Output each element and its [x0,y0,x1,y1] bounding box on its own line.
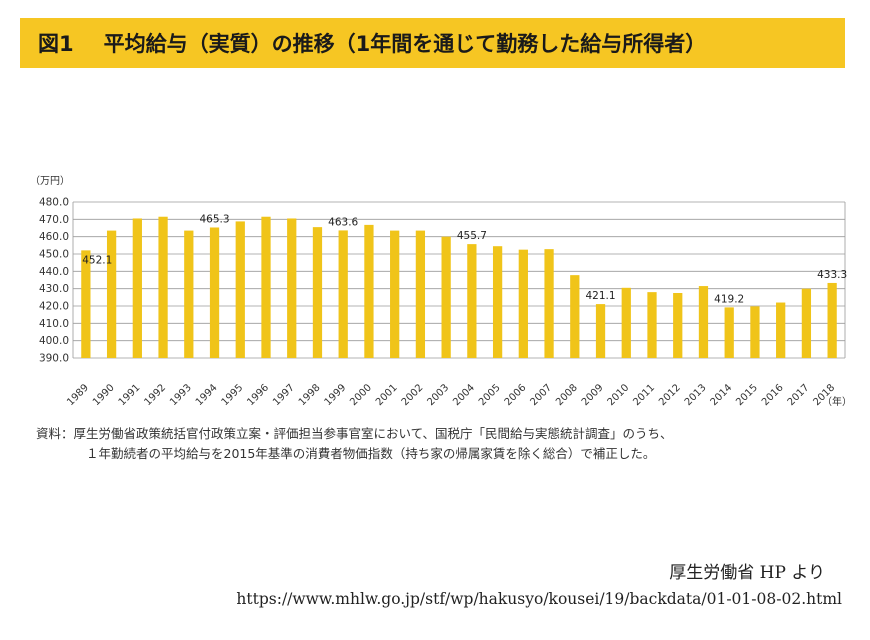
bar-1996 [261,216,271,358]
bar-2008 [570,275,580,358]
x-tick-label: 2002 [400,382,426,408]
bar-2003 [441,236,451,358]
x-tick-label: 2011 [631,382,657,408]
x-tick-label: 2000 [348,382,374,408]
data-label: 452.1 [82,254,112,266]
y-tick-label: 390.0 [39,353,69,365]
source-note: 資料：厚生労働省政策統括官付政策立案・評価担当参事官室において、国税庁「民間給与… [36,424,851,464]
y-tick-label: 400.0 [39,335,69,347]
bar-1991 [132,218,142,358]
bar-1998 [312,227,323,358]
bar-2004 [467,244,477,358]
y-tick-label: 470.0 [39,214,69,226]
x-tick-label: 1989 [65,382,91,408]
x-tick-label: 2006 [503,382,529,408]
x-tick-label: 2008 [554,382,580,408]
bar-2010 [621,287,631,358]
bar-1995 [235,221,245,358]
bar-2001 [390,230,400,358]
bar-1992 [158,216,168,358]
bar-2016 [776,302,786,358]
bar-1994 [209,227,220,358]
y-tick-label: 450.0 [39,249,69,261]
y-tick-labels: 390.0 400.0 410.0 420.0 430.0 440.0 450.0 460.0… [39,197,69,365]
bar-2018 [827,282,837,358]
source-url: https://www.mhlw.go.jp/stf/wp/hakusyo/ko… [236,590,842,608]
bar-2005 [492,246,503,358]
x-unit-label: （年） [822,395,852,408]
bar-2000 [364,224,374,358]
x-tick-label: 1996 [245,382,271,408]
figure-label: 図1 [38,32,74,56]
x-tick-label: 1990 [91,382,117,408]
bar-2012 [673,293,683,358]
bar-chart: 390.0 400.0 410.0 420.0 430.0 440.0 450.0 460.0… [30,175,852,408]
x-tick-label: 2016 [760,382,786,408]
data-label: 465.3 [200,213,230,225]
x-tick-label: 1993 [168,382,194,408]
data-labels: 452.1 465.3 463.6 455.7 421.1 419.2 433.3 [82,213,847,305]
y-unit-label: （万円） [30,175,70,187]
y-tick-label: 440.0 [39,266,69,278]
bar-2013 [698,286,709,358]
y-tick-label: 480.0 [39,197,69,209]
y-tick-label: 420.0 [39,301,69,313]
credit-text: 厚生労働省 HP より [669,563,825,583]
x-tick-label: 2009 [580,382,606,408]
y-tick-label: 410.0 [39,318,69,330]
data-label: 455.7 [457,230,487,242]
x-tick-label: 2017 [786,382,812,408]
bar-1999 [338,230,348,358]
y-tick-label: 460.0 [39,231,69,243]
x-tick-label: 1994 [194,382,220,408]
x-tick-label: 2007 [528,382,554,408]
x-tick-label: 2012 [657,382,683,408]
bar-2017 [801,288,812,358]
x-tick-label: 2015 [734,382,760,408]
x-tick-label: 2003 [425,382,451,408]
data-label: 463.6 [328,216,358,228]
x-tick-label: 1997 [271,382,297,408]
x-tick-labels: 1989 1990 1991 1992 1993 1994 1995 1996 1997 1998… [65,382,837,408]
bar-1990 [106,230,117,358]
gridlines [72,201,846,359]
figure-title: 平均給与（実質）の推移（1年間を通じて勤務した給与所得者） [103,32,707,56]
data-label: 433.3 [817,269,847,281]
x-tick-label: 1998 [297,382,323,408]
bar-2009 [595,304,606,358]
bar-1997 [287,218,297,358]
x-tick-label: 2004 [451,382,477,408]
bar-2002 [415,230,426,358]
bar-1989 [81,250,91,358]
bar-2014 [724,307,734,358]
bar-1993 [184,230,194,358]
figure-title-bar: 図1 平均給与（実質）の推移（1年間を通じて勤務した給与所得者） [20,18,845,68]
bar-2011 [647,292,657,358]
x-tick-label: 2001 [374,382,400,408]
bar-2015 [750,306,760,358]
x-tick-label: 1995 [220,382,246,408]
x-tick-label: 2014 [709,382,735,408]
x-tick-label: 1999 [323,382,349,408]
x-tick-label: 1992 [142,382,168,408]
bar-2006 [518,249,528,358]
source-note-line-2: １年勤続者の平均給与を2015年基準の消費者物価指数（持ち家の帰属家賃を除く総合… [86,446,656,461]
x-tick-label: 2013 [683,382,709,408]
data-label: 419.2 [714,293,744,305]
x-tick-label: 2005 [477,382,503,408]
x-tick-label: 2010 [606,382,632,408]
bar-2007 [544,249,554,358]
bars [81,216,837,358]
y-tick-label: 430.0 [39,283,69,295]
x-tick-label: 1991 [117,382,143,408]
data-label: 421.1 [586,290,616,302]
source-note-line-1: 資料：厚生労働省政策統括官付政策立案・評価担当参事官室において、国税庁「民間給与… [36,426,673,441]
